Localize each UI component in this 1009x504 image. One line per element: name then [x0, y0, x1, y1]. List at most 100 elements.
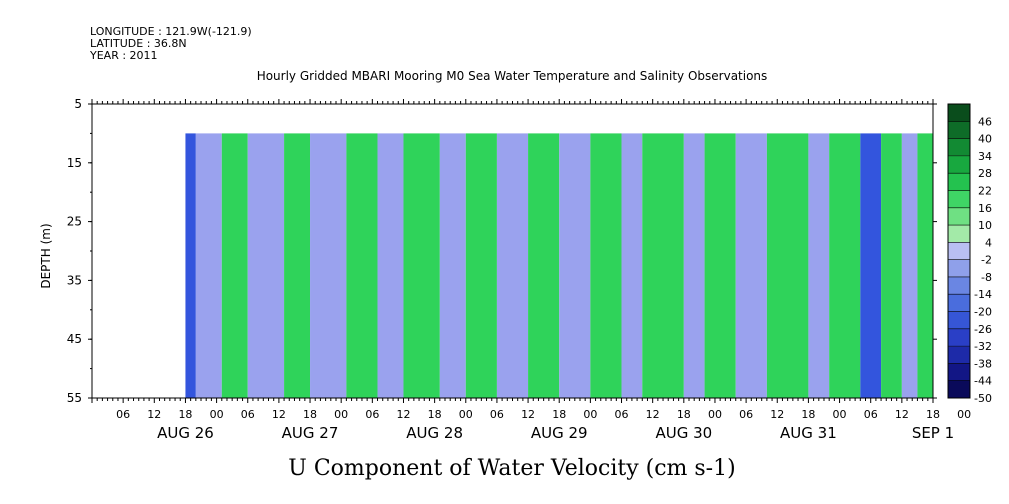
x-hour-label: 00: [708, 408, 722, 421]
heatmap-cell: [808, 133, 830, 398]
x-hour-label: 00: [334, 408, 348, 421]
colorbar-label: 16: [978, 202, 992, 215]
colorbar-swatch: [948, 363, 970, 381]
heatmap-cell: [829, 133, 861, 398]
x-day-label: AUG 31: [780, 424, 837, 442]
x-hour-label: 06: [116, 408, 130, 421]
heatmap-cell: [528, 133, 560, 398]
x-hour-label: 12: [521, 408, 535, 421]
heatmap-cell: [901, 133, 918, 398]
x-hour-label: 18: [677, 408, 691, 421]
x-day-label: AUG 29: [531, 424, 588, 442]
heatmap-cell: [860, 133, 882, 398]
colorbar-swatch: [948, 259, 970, 277]
x-axis: 06 12 18 00 06 12 18 00 06 12 18 00 06 12 18 00 06 12 18 00…: [91, 99, 971, 442]
heatmap-cell: [642, 133, 684, 398]
colorbar-swatch: [948, 104, 970, 122]
y-tick-label: 45: [67, 332, 82, 346]
heatmap-cell: [439, 133, 466, 398]
x-hour-label: 00: [459, 408, 473, 421]
x-hour-label: 00: [583, 408, 597, 421]
y-tick-label: 55: [67, 391, 82, 405]
y-tick-label: 25: [67, 215, 82, 229]
x-hour-label: 06: [739, 408, 753, 421]
x-hour-label: 18: [303, 408, 317, 421]
heatmap-cell: [377, 133, 404, 398]
heatmap-cell: [766, 133, 809, 398]
y-tick-label: 35: [67, 273, 82, 287]
heatmap-cell: [683, 133, 705, 398]
heatmap-cell: [621, 133, 643, 398]
heatmap-cell: [704, 133, 736, 398]
heatmap-cell: [221, 133, 248, 398]
colorbar-label: 34: [978, 150, 992, 163]
heatmap-cell: [881, 133, 902, 398]
colorbar-swatch: [948, 173, 970, 191]
colorbar-swatch: [948, 380, 970, 398]
y-axis: 5 15 25 35 45 55: [67, 97, 937, 405]
heatmap-cell: [559, 133, 591, 398]
colorbar-swatch: [948, 121, 970, 139]
colorbar-label: -20: [974, 306, 992, 319]
x-hour-label: 00: [833, 408, 847, 421]
colorbar-label: -2: [981, 254, 992, 267]
x-hour-label: 18: [926, 408, 940, 421]
colorbar-label: 10: [978, 219, 992, 232]
heatmap-cell: [310, 133, 347, 398]
x-hour-label: 12: [770, 408, 784, 421]
x-hour-label: 12: [646, 408, 660, 421]
x-axis-label: U Component of Water Velocity (cm s-1): [288, 456, 735, 481]
latitude-label: LATITUDE : 36.8N: [90, 37, 187, 50]
colorbar-label: -38: [974, 357, 992, 370]
longitude-label: LONGITUDE : 121.9W(-121.9): [90, 25, 252, 38]
x-day-label: SEP 1: [912, 424, 954, 442]
x-hour-label: 12: [895, 408, 909, 421]
colorbar-swatch: [948, 225, 970, 243]
chart-title: Hourly Gridded MBARI Mooring M0 Sea Wate…: [257, 69, 768, 83]
colorbar-label: 46: [978, 115, 992, 128]
x-hour-label: 06: [490, 408, 504, 421]
x-hour-label: 18: [178, 408, 192, 421]
x-day-label: AUG 26: [157, 424, 214, 442]
heatmap-cell: [247, 133, 285, 398]
heatmap-cell: [284, 133, 311, 398]
x-hour-label: 12: [396, 408, 410, 421]
year-label: YEAR : 2011: [89, 49, 158, 62]
colorbar-swatch: [948, 138, 970, 156]
heatmap-cell: [496, 133, 529, 398]
x-hour-label: 12: [147, 408, 161, 421]
x-day-label: AUG 30: [655, 424, 712, 442]
colorbar: 46 40 34 28 22 16 10 4 -2 -8 -14 -20 -26 -32 -38 -44 -50: [947, 103, 992, 405]
colorbar-label: -32: [974, 340, 992, 353]
colorbar-swatch: [948, 346, 970, 364]
heatmap-cell: [185, 133, 196, 398]
heatmap-cell: [403, 133, 440, 398]
colorbar-swatch: [948, 328, 970, 347]
heatmap-cell: [346, 133, 378, 398]
colorbar-swatch: [948, 242, 970, 260]
colorbar-swatch: [948, 276, 970, 295]
y-tick-label: 5: [74, 97, 82, 111]
x-hour-label: 12: [272, 408, 286, 421]
heatmap-cell: [590, 133, 622, 398]
x-day-label: AUG 27: [282, 424, 339, 442]
colorbar-label: 22: [978, 184, 992, 197]
y-tick-label: 15: [67, 156, 82, 170]
x-hour-label: 00: [210, 408, 224, 421]
heatmap-cell: [917, 133, 933, 398]
x-hour-label: 06: [365, 408, 379, 421]
heatmap-cell: [195, 133, 222, 398]
x-day-label: AUG 28: [406, 424, 463, 442]
colorbar-swatch: [948, 190, 970, 208]
y-axis-label: DEPTH (m): [39, 223, 53, 288]
heatmap-area: [185, 133, 933, 398]
colorbar-label: -50: [974, 392, 992, 405]
x-hour-label: 00: [957, 408, 971, 421]
colorbar-label: -8: [981, 271, 992, 284]
colorbar-swatch: [948, 207, 970, 226]
heatmap-cell: [465, 133, 497, 398]
x-hour-label: 06: [241, 408, 255, 421]
heatmap-cell: [735, 133, 767, 398]
colorbar-label: 4: [985, 236, 992, 249]
